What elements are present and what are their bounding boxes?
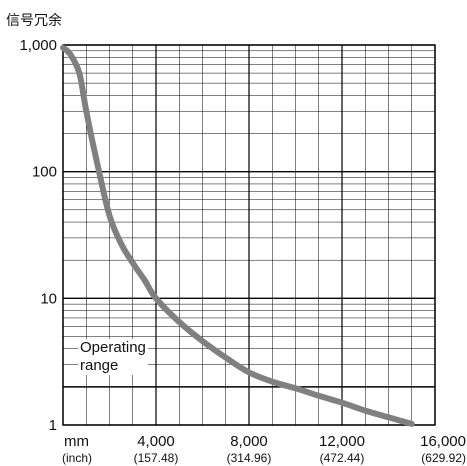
annotation-line-1: Operating [80, 339, 146, 356]
plot-frame [62, 44, 436, 426]
annotation-line-2: range [80, 357, 119, 374]
chart-grid [62, 44, 436, 426]
x-tick-label: 12,000 [319, 433, 365, 450]
x-tick-sublabel: (472.44) [320, 451, 365, 465]
axis-labels: 1 10 100 1,000 4,000(157.48) 8,000(314.96) 12,… [19, 37, 466, 465]
x-tick-sublabel: (314.96) [227, 451, 272, 465]
plot-area [60, 44, 415, 427]
chart-title: 信号冗余 [6, 12, 62, 28]
series-line [60, 44, 415, 427]
y-tick-label: 1 [49, 417, 57, 434]
x-axis-unit-label: (inch) [62, 451, 92, 465]
x-tick-label: 8,000 [230, 433, 268, 450]
x-tick-sublabel: (629.92) [421, 451, 466, 465]
x-tick-label: 16,000 [420, 433, 466, 450]
y-tick-label: 10 [40, 290, 57, 307]
operating-range-annotation: Operating range [78, 339, 148, 375]
y-tick-label: 100 [32, 164, 57, 181]
x-tick-label: 4,000 [137, 433, 175, 450]
y-tick-label: 1,000 [19, 37, 57, 54]
x-axis-label: mm [64, 433, 89, 450]
x-tick-sublabel: (157.48) [134, 451, 179, 465]
